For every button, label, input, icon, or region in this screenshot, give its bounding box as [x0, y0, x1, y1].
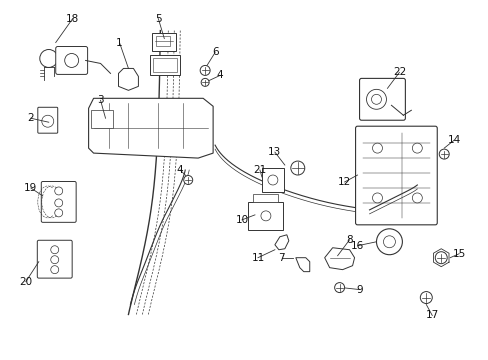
Bar — [153, 58, 177, 72]
Bar — [247, 202, 282, 230]
Text: 21: 21 — [253, 165, 266, 175]
FancyBboxPatch shape — [38, 107, 58, 133]
Text: 11: 11 — [251, 253, 264, 263]
Text: 22: 22 — [392, 67, 405, 77]
Text: 6: 6 — [211, 48, 218, 58]
Circle shape — [51, 256, 59, 264]
Circle shape — [411, 193, 422, 203]
Text: 15: 15 — [451, 249, 465, 259]
Circle shape — [201, 78, 209, 86]
Circle shape — [376, 229, 402, 255]
Circle shape — [41, 115, 54, 127]
Circle shape — [64, 54, 79, 67]
Circle shape — [411, 143, 422, 153]
Text: 3: 3 — [97, 95, 103, 105]
Text: 9: 9 — [356, 284, 362, 294]
Polygon shape — [274, 235, 288, 250]
Circle shape — [372, 143, 382, 153]
Circle shape — [371, 94, 381, 104]
Circle shape — [200, 66, 210, 75]
Circle shape — [51, 266, 59, 274]
Circle shape — [51, 246, 59, 254]
Circle shape — [40, 50, 58, 67]
Circle shape — [434, 252, 447, 264]
Circle shape — [55, 187, 62, 195]
Text: 7: 7 — [278, 253, 285, 263]
Circle shape — [55, 199, 62, 207]
Circle shape — [366, 89, 386, 109]
Polygon shape — [118, 68, 138, 90]
FancyBboxPatch shape — [37, 240, 72, 278]
Text: 1: 1 — [116, 37, 122, 48]
Text: 14: 14 — [447, 135, 460, 145]
Text: 4: 4 — [177, 165, 183, 175]
Circle shape — [383, 236, 395, 248]
Circle shape — [290, 161, 304, 175]
Circle shape — [334, 283, 344, 293]
Text: 12: 12 — [337, 177, 350, 187]
Polygon shape — [324, 248, 354, 270]
Text: 13: 13 — [268, 147, 281, 157]
Bar — [262, 168, 283, 192]
Bar — [150, 55, 180, 75]
Bar — [252, 194, 277, 202]
Text: 20: 20 — [19, 276, 32, 287]
Text: 16: 16 — [350, 241, 364, 251]
Text: 19: 19 — [24, 183, 38, 193]
Circle shape — [372, 193, 382, 203]
Circle shape — [55, 209, 62, 217]
FancyBboxPatch shape — [41, 181, 76, 222]
FancyBboxPatch shape — [359, 78, 405, 120]
Polygon shape — [295, 258, 309, 272]
Text: 17: 17 — [425, 310, 438, 320]
FancyBboxPatch shape — [56, 46, 87, 75]
Circle shape — [438, 149, 448, 159]
Bar — [152, 32, 176, 50]
Text: 4: 4 — [216, 71, 223, 80]
Text: 10: 10 — [235, 215, 248, 225]
Circle shape — [261, 211, 270, 221]
Text: 5: 5 — [155, 14, 162, 24]
Circle shape — [183, 176, 192, 184]
Bar — [90, 110, 112, 128]
FancyBboxPatch shape — [355, 126, 436, 225]
Polygon shape — [88, 98, 213, 158]
Circle shape — [267, 175, 277, 185]
Bar — [156, 36, 170, 45]
Text: 2: 2 — [27, 113, 34, 123]
Circle shape — [420, 292, 431, 303]
Text: 8: 8 — [346, 235, 352, 245]
Text: 18: 18 — [66, 14, 79, 24]
